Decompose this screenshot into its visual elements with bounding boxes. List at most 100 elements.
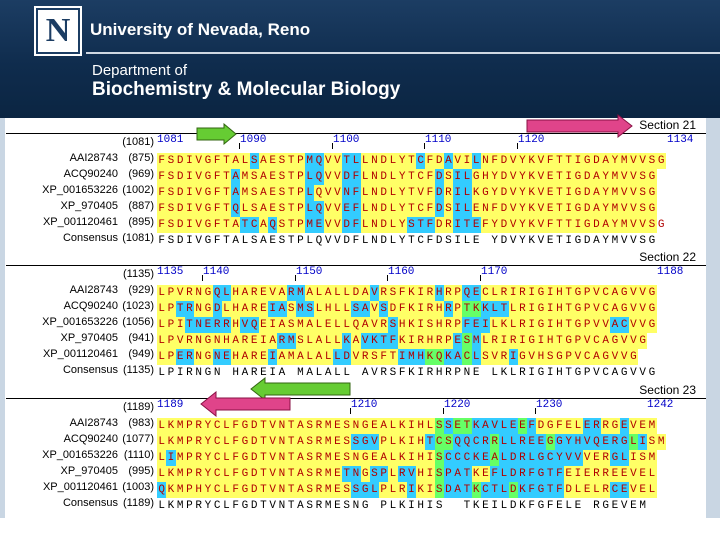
residue: L bbox=[157, 418, 167, 434]
residue: F bbox=[379, 349, 389, 365]
pink-arrow-right-icon bbox=[526, 114, 633, 138]
residue: I bbox=[416, 285, 426, 301]
residue: A bbox=[306, 367, 313, 379]
residue: L bbox=[388, 450, 398, 466]
residue: S bbox=[277, 153, 287, 169]
residue: L bbox=[388, 153, 398, 169]
residue: N bbox=[371, 235, 378, 247]
residue: F bbox=[157, 169, 167, 185]
sequence-row: XP_970405 (941) L P V R N G N H A R E I A R M S L A L L K A V K T F… bbox=[0, 330, 706, 349]
residue: T bbox=[258, 450, 268, 466]
ruler-label: 1140 bbox=[203, 266, 230, 278]
residue: V bbox=[195, 235, 202, 247]
residue: V bbox=[573, 349, 583, 365]
ruler-label: 1189 bbox=[157, 399, 184, 411]
ruler-label: 1150 bbox=[296, 266, 323, 278]
residue: K bbox=[471, 482, 481, 498]
residue: M bbox=[176, 500, 184, 512]
residue: H bbox=[416, 466, 426, 482]
residue: E bbox=[369, 418, 379, 434]
residue: F bbox=[351, 169, 361, 185]
residue: Y bbox=[517, 201, 527, 217]
residue: N bbox=[463, 367, 471, 379]
residue: T bbox=[416, 217, 426, 233]
residue: R bbox=[443, 285, 453, 301]
residue: F bbox=[212, 217, 222, 233]
residue: G bbox=[480, 185, 490, 201]
residue: S bbox=[343, 500, 350, 512]
residue: H bbox=[545, 333, 555, 349]
residue: I bbox=[258, 333, 268, 349]
residue: E bbox=[480, 450, 490, 466]
residue: R bbox=[184, 333, 194, 349]
residue: K bbox=[166, 434, 176, 450]
residue: R bbox=[240, 333, 250, 349]
residue: Y bbox=[203, 418, 213, 434]
residue: R bbox=[610, 434, 620, 450]
residue: T bbox=[406, 185, 416, 201]
sequence-position: (1002) bbox=[122, 184, 154, 196]
residue: R bbox=[519, 367, 526, 379]
residue: V bbox=[332, 153, 342, 169]
residue: D bbox=[249, 482, 259, 498]
residue: G bbox=[554, 434, 564, 450]
residue: S bbox=[443, 169, 453, 185]
residue: I bbox=[517, 333, 527, 349]
residue: M bbox=[647, 450, 657, 466]
residue: A bbox=[231, 185, 241, 201]
residue: L bbox=[221, 285, 231, 301]
residue: Q bbox=[434, 349, 444, 365]
residue: C bbox=[545, 450, 555, 466]
residue: P bbox=[166, 349, 176, 365]
residue: K bbox=[517, 482, 527, 498]
residue: L bbox=[369, 482, 379, 498]
residue: C bbox=[480, 285, 490, 301]
residue: G bbox=[602, 500, 609, 512]
residue: I bbox=[184, 217, 194, 233]
residue: E bbox=[342, 201, 352, 217]
residue: I bbox=[268, 301, 278, 317]
residue: D bbox=[379, 217, 389, 233]
residue: A bbox=[260, 235, 267, 247]
residue: C bbox=[619, 317, 629, 333]
residue: S bbox=[647, 217, 657, 233]
residue: Q bbox=[314, 201, 324, 217]
residue: I bbox=[545, 317, 555, 333]
residue: Q bbox=[314, 185, 324, 201]
residue: P bbox=[166, 333, 176, 349]
residue: G bbox=[573, 201, 583, 217]
sequence-name: XP_001120461 bbox=[42, 216, 118, 228]
residue: T bbox=[406, 201, 416, 217]
residue: V bbox=[194, 153, 204, 169]
residue: G bbox=[527, 333, 537, 349]
residue: Y bbox=[554, 450, 564, 466]
residue: R bbox=[601, 450, 611, 466]
residue: I bbox=[564, 201, 574, 217]
residue: S bbox=[389, 367, 397, 379]
residue: R bbox=[380, 367, 387, 379]
residue: T bbox=[286, 217, 296, 233]
residue: V bbox=[360, 333, 370, 349]
residue: S bbox=[647, 153, 657, 169]
residue: C bbox=[591, 333, 601, 349]
residue: V bbox=[323, 201, 333, 217]
residue: H bbox=[435, 367, 443, 379]
residue: M bbox=[175, 450, 185, 466]
residue: S bbox=[351, 482, 361, 498]
residue: G bbox=[647, 169, 657, 185]
residue: S bbox=[462, 333, 472, 349]
residue: A bbox=[379, 450, 389, 466]
residue: G bbox=[610, 333, 620, 349]
residue: G bbox=[582, 153, 592, 169]
residue: F bbox=[527, 418, 537, 434]
residue: V bbox=[508, 185, 518, 201]
residue: K bbox=[471, 466, 481, 482]
residue: I bbox=[564, 185, 574, 201]
residue: F bbox=[231, 418, 241, 434]
residue: R bbox=[249, 349, 259, 365]
residue: H bbox=[416, 418, 426, 434]
residue: V bbox=[628, 333, 638, 349]
residue: E bbox=[260, 367, 267, 379]
section-title: Section 23 bbox=[639, 383, 696, 397]
